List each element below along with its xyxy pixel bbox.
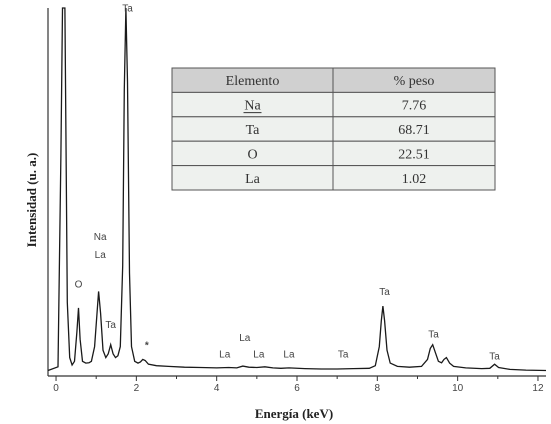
peak-label-asterisk: * [145, 340, 149, 351]
x-tick-label: 10 [452, 383, 464, 394]
peak-label-ta: Ta [428, 329, 439, 340]
peak-label-ta: Ta [338, 350, 349, 361]
table-cell [171, 140, 334, 167]
table-header-cell [332, 67, 496, 93]
element-name: Na [244, 99, 261, 114]
x-tick-label: 4 [214, 383, 220, 394]
peak-label-ta: Ta [122, 4, 133, 15]
element-weight: 7.76 [402, 99, 427, 114]
peak-label-o: O [75, 280, 83, 291]
element-name: O [247, 147, 257, 162]
peak-label-la: La [253, 350, 265, 361]
peak-label-ta: Ta [379, 287, 390, 298]
table-cell [171, 165, 334, 191]
table-cell [332, 165, 496, 191]
element-name: La [245, 172, 261, 187]
spectrum-line [47, 7, 547, 372]
peak-label-ta: Ta [489, 351, 500, 362]
element-weight: 68.71 [398, 123, 430, 138]
x-tick-label: 12 [532, 383, 544, 394]
table-header-text: Elemento [226, 74, 280, 89]
plot-frame [47, 8, 546, 377]
table-header-text: % peso [394, 74, 435, 89]
peak-label-na: Na [94, 232, 107, 243]
composition-table: Elemento % peso Na 7.76 Ta 68.71 O 22.51 La 1.02 [171, 67, 496, 191]
peak-label-la: La [283, 350, 295, 361]
x-tick-label: 2 [134, 383, 140, 394]
x-tick-label: 8 [375, 383, 381, 394]
peak-label-la: La [95, 250, 107, 261]
peak-label-la: La [219, 350, 231, 361]
table-cell [171, 116, 334, 142]
x-tick-label: 0 [53, 383, 59, 394]
element-weight: 1.02 [402, 172, 427, 187]
peak-label-ta: Ta [105, 320, 116, 331]
element-weight: 22.51 [398, 147, 430, 162]
x-axis-title: Energía (keV) [255, 406, 333, 421]
x-axis: 0 2 4 6 8 10 12 [53, 376, 544, 394]
y-axis-title: Intensidad (u. a.) [24, 153, 39, 248]
x-tick-label: 6 [294, 383, 300, 394]
peak-label-la: La [239, 333, 251, 344]
table-cell [332, 116, 496, 142]
element-name: Ta [246, 123, 261, 138]
